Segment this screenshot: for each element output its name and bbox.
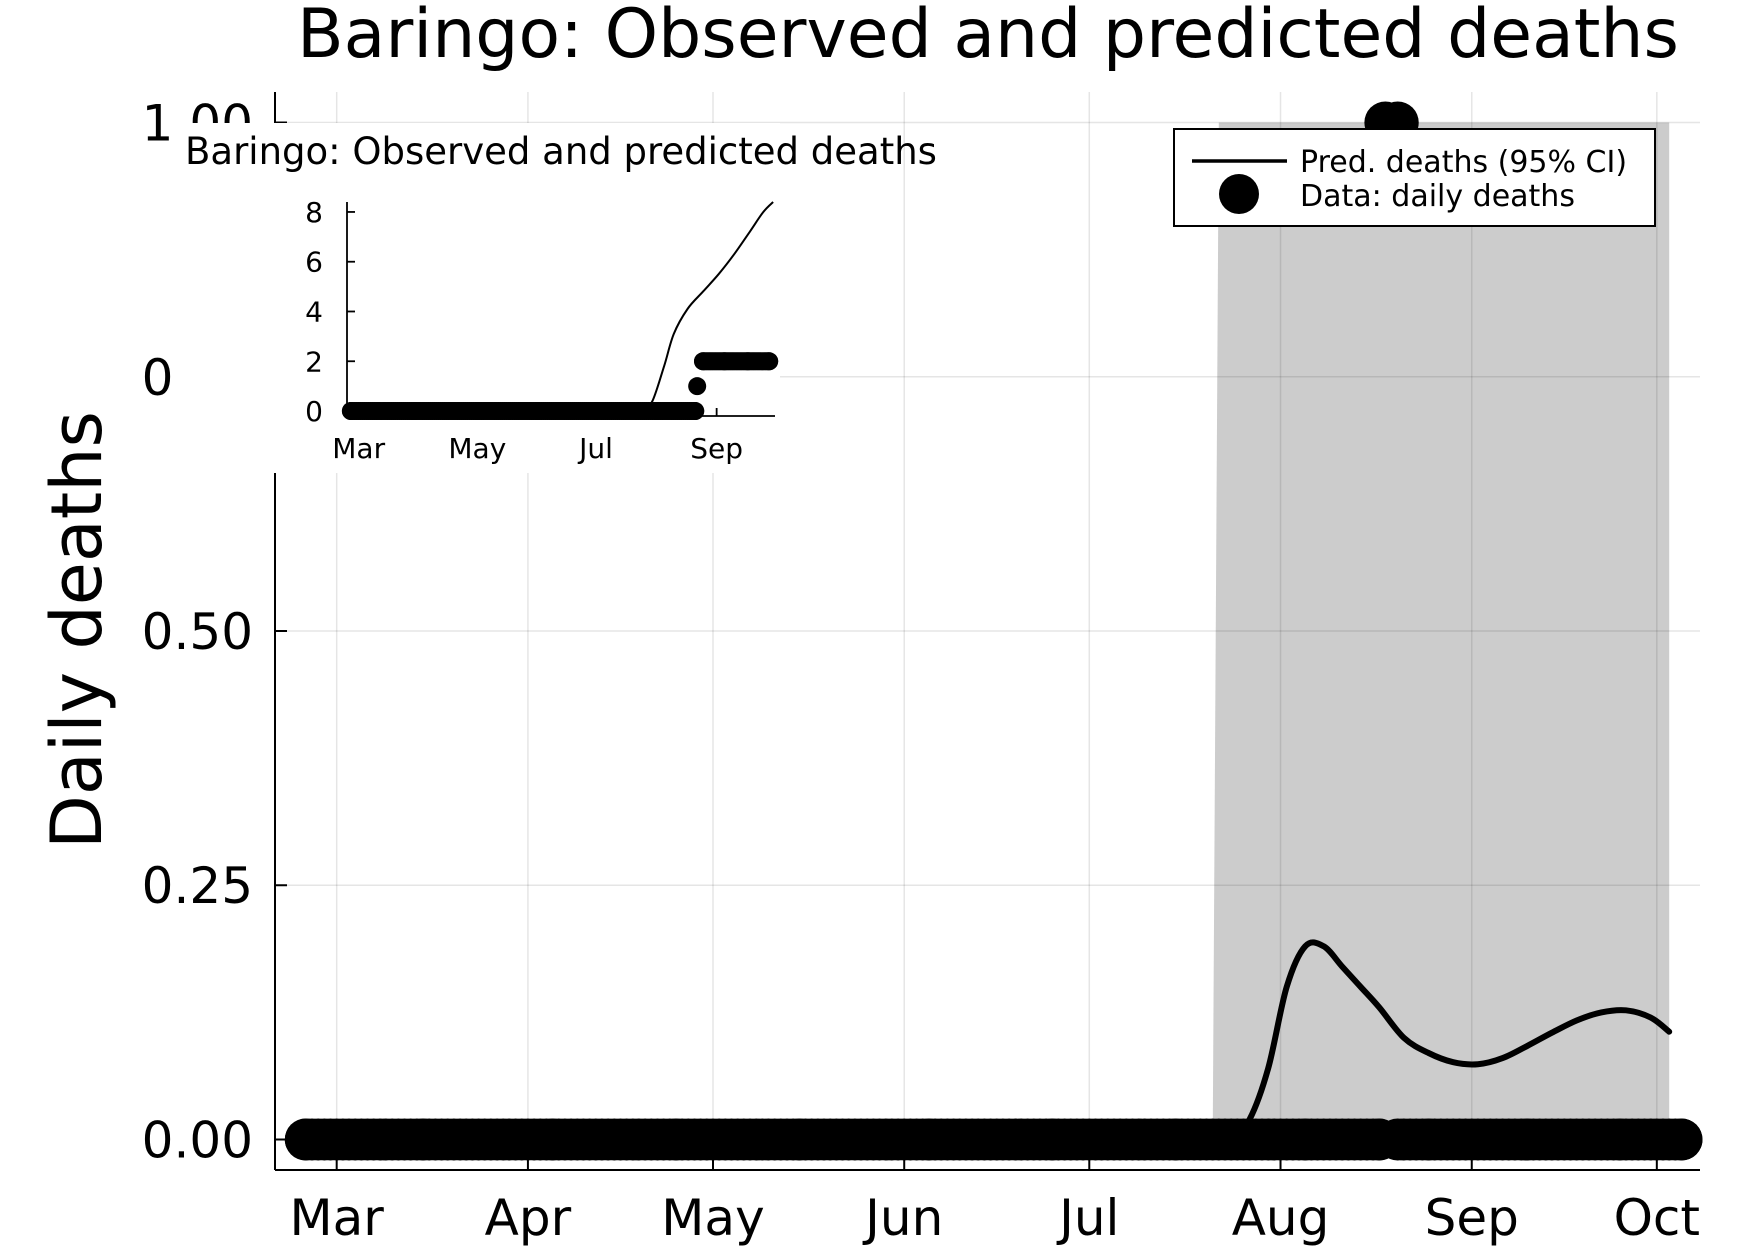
inset-y-tick-label: 6: [305, 246, 323, 279]
prediction-line-layer: [1228, 939, 1673, 1143]
x-tick-label: Mar: [290, 1189, 385, 1247]
y-tick-label: 0.50: [142, 603, 253, 661]
legend-box: [1173, 128, 1656, 227]
inset-y-tick-label: 2: [305, 345, 323, 378]
inset-data-point-run: [694, 352, 779, 371]
inset-points-layer: [341, 352, 779, 421]
y-tick-label: 0.25: [142, 857, 253, 915]
ci-band-layer: [1212, 122, 1670, 1140]
inset-data-point-run: [341, 402, 705, 421]
inset-x-tick-label: Sep: [690, 432, 743, 465]
inset-y-tick-labels: 0 2 4 6 8: [305, 196, 323, 428]
inset-title: Baringo: Observed and predicted deaths: [185, 130, 937, 173]
x-tick-label: Aug: [1232, 1189, 1330, 1247]
x-tick-label: Apr: [485, 1189, 572, 1247]
x-tick-label: Sep: [1425, 1189, 1519, 1247]
inset-x-tick-label: May: [448, 432, 506, 465]
inset-data-point: [688, 377, 707, 396]
y-axis-label: Daily deaths: [36, 411, 118, 849]
x-tick-label: Oct: [1614, 1189, 1700, 1247]
inset-data-point: [686, 402, 705, 421]
x-tick-label: Jul: [1056, 1189, 1119, 1247]
inset-background: [178, 123, 780, 473]
inset-line-layer: [641, 201, 774, 412]
inset-x-tick-label: Mar: [332, 432, 385, 465]
x-tick-label: Jun: [862, 1189, 943, 1247]
inset-y-tick-label: 0: [305, 395, 323, 428]
data-point: [1660, 1118, 1703, 1161]
data-points-layer: [284, 101, 1703, 1161]
inset-chart: Baringo: Observed and predicted deaths 0…: [178, 123, 937, 473]
legend-label-data: Data: daily deaths: [1300, 179, 1575, 214]
inset-y-tick-label: 8: [305, 196, 323, 229]
chart-title: Baringo: Observed and predicted deaths: [297, 0, 1679, 74]
legend: Pred. deaths (95% CI) Data: daily deaths: [1173, 128, 1656, 227]
grid-layer: [275, 92, 1700, 1170]
data-point-run: [284, 1118, 1703, 1161]
inset-x-tick-label: Jul: [577, 432, 613, 465]
inset-y-tick-label: 4: [305, 295, 323, 328]
inset-x-tick-labels: Mar May Jul Sep: [332, 432, 743, 465]
prediction-line: [1228, 939, 1673, 1143]
x-tick-labels: Mar Apr May Jun Jul Aug Sep Oct: [290, 1189, 1701, 1247]
ci-band: [1212, 122, 1670, 1140]
inset-prediction-line: [641, 201, 774, 412]
inset-data-point: [760, 352, 779, 371]
y-tick-label: 0.00: [142, 1111, 253, 1169]
x-tick-label: May: [661, 1189, 764, 1247]
legend-label-prediction: Pred. deaths (95% CI): [1300, 145, 1627, 180]
legend-marker-swatch: [1219, 174, 1259, 214]
